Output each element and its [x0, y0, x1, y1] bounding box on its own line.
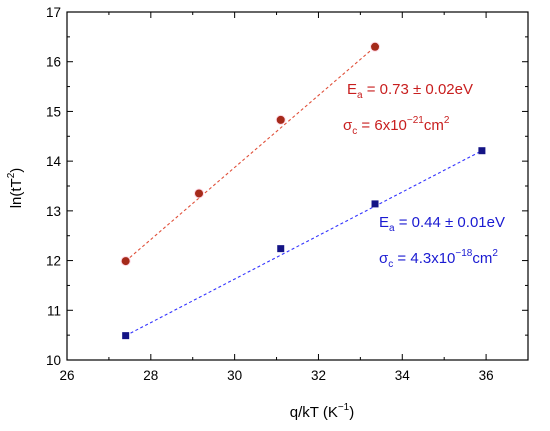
annotation-blue-series: Ea = 0.44 ± 0.01eV σc = 4.3x10−18cm2 — [379, 214, 505, 270]
fit-line-series-2 — [125, 150, 483, 337]
plot-border — [66, 11, 529, 361]
x-tick-label: 36 — [479, 368, 494, 383]
capture-cross-section-blue: σc = 4.3x10−18cm2 — [379, 248, 498, 270]
y-tick-label: 17 — [46, 5, 61, 20]
y-tick-label: 13 — [46, 204, 61, 219]
y-tick-label: 16 — [46, 55, 61, 70]
data-point-series-1 — [371, 42, 380, 51]
data-point-series-2 — [122, 332, 130, 340]
x-tick-label: 28 — [143, 368, 158, 383]
data-point-series-1 — [276, 115, 285, 124]
y-tick-label: 10 — [46, 353, 61, 368]
activation-energy-blue: Ea = 0.44 ± 0.01eV — [379, 214, 505, 234]
data-point-series-1 — [121, 257, 130, 266]
plot-frame — [66, 11, 529, 361]
y-axis-label: ln(tT2) — [6, 168, 25, 209]
x-tick-label: 26 — [59, 368, 74, 383]
y-tick-label: 15 — [46, 104, 61, 119]
x-tick-label: 34 — [395, 368, 411, 383]
data-point-series-2 — [277, 245, 285, 253]
data-points — [120, 41, 486, 340]
y-tick-label: 12 — [46, 254, 61, 269]
activation-energy-red: Ea = 0.73 ± 0.02eV — [347, 81, 473, 101]
fit-lines — [125, 46, 483, 337]
x-tick-label: 32 — [311, 368, 326, 383]
y-tick-label: 14 — [46, 154, 62, 169]
fit-line-series-1 — [125, 46, 376, 262]
data-point-series-2 — [478, 147, 486, 155]
y-tick-label: 11 — [47, 303, 61, 318]
x-tick-label: 30 — [227, 368, 242, 383]
data-point-series-2 — [371, 200, 379, 208]
data-point-series-1 — [195, 189, 204, 198]
axis-ticks: 26 28 30 32 34 36 10 11 12 13 14 15 16 17 — [46, 5, 529, 383]
x-axis-label: q/kT (K−1) — [290, 402, 354, 421]
annotation-red-series: Ea = 0.73 ± 0.02eV σc = 6x10−21cm2 — [343, 81, 473, 137]
capture-cross-section-red: σc = 6x10−21cm2 — [343, 115, 450, 137]
